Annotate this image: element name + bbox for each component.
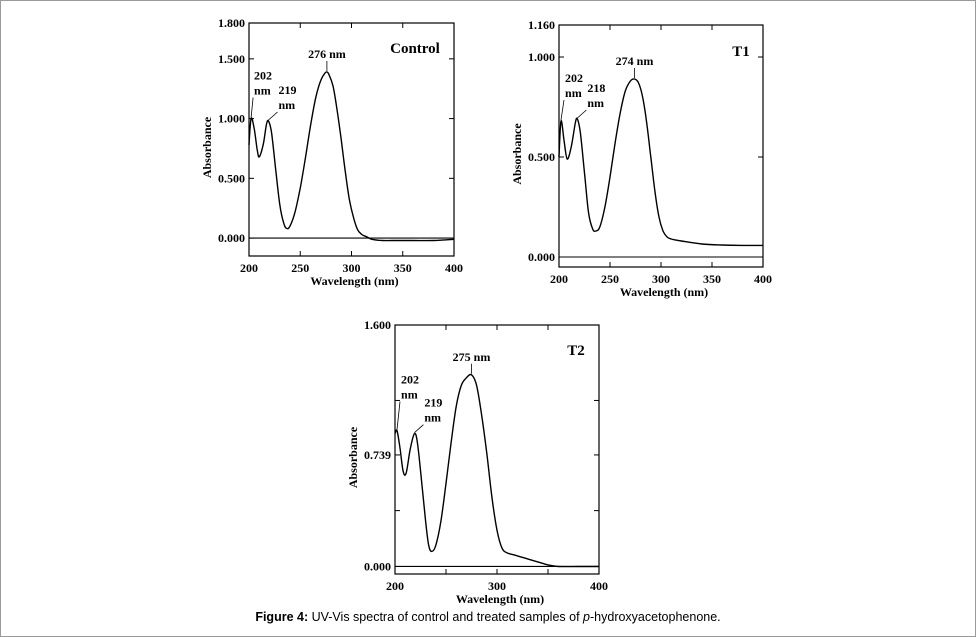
caption-text-after: -hydroxyacetophenone. xyxy=(590,610,721,624)
panel-3: 200 300 400 0.000 0.739 1.600 Wavelength (nm) A… xyxy=(346,318,608,606)
panel-1: 200 250 300 350 400 0.000 0.500 1.000 1.500 1.800… xyxy=(200,16,463,288)
panel-2-peak-leader xyxy=(560,99,565,121)
panel-1-x-tick-label: 250 xyxy=(291,261,309,275)
panel-1-peak-leader xyxy=(268,111,278,121)
panel-3-ticks xyxy=(394,324,600,574)
panel-2-peak-label: 218 xyxy=(587,81,605,95)
panel-3-peak-label: nm xyxy=(401,388,418,402)
panel-2-x-tick-label: 350 xyxy=(703,272,721,286)
panel-1-peak-label: 219 xyxy=(278,83,296,97)
panel-1-x-tick-label: 300 xyxy=(343,261,361,275)
caption-label: Figure 4: xyxy=(255,610,309,624)
panel-2-x-axis-title: Wavelength (nm) xyxy=(620,285,708,299)
panel-3-x-tick-label: 300 xyxy=(488,579,506,593)
panel-3-x-axis-title: Wavelength (nm) xyxy=(456,592,544,606)
panel-3-x-tick-label: 400 xyxy=(590,579,608,593)
panel-2-plot-frame xyxy=(558,24,764,268)
panel-1-ticks xyxy=(248,22,455,256)
panel-2-y-axis-title: Absorbance xyxy=(510,123,524,185)
panel-2-peak-label: nm xyxy=(565,86,582,100)
panel-3-y-tick-label: 0.000 xyxy=(364,559,391,573)
panel-1-peak-label: 202 xyxy=(254,69,272,83)
panel-3-y-tick-label: 0.739 xyxy=(364,448,391,462)
panel-1-y-tick-label: 1.500 xyxy=(218,52,245,66)
panel-2-x-tick-label: 200 xyxy=(550,272,568,286)
panel-1-peak-label: nm xyxy=(254,84,271,98)
panel-3-peak-label: 219 xyxy=(424,396,442,410)
panel-2-ticks xyxy=(558,24,764,267)
panel-1-peak-label: 276 nm xyxy=(308,47,346,61)
panel-2-x-tick-label: 400 xyxy=(754,272,772,286)
panel-3-peak-leader xyxy=(396,401,401,430)
panel-1-peak-leader xyxy=(250,97,254,118)
panel-3-x-tick-label: 200 xyxy=(386,579,404,593)
panel-2-y-tick-label: 1.160 xyxy=(528,18,555,32)
panel-2-title: T1 xyxy=(732,44,750,60)
panel-1-y-tick-label: 1.800 xyxy=(218,16,245,30)
panel-1-x-tick-label: 200 xyxy=(240,261,258,275)
panel-1-peak-label: nm xyxy=(278,98,295,112)
panel-2: 200 250 300 350 400 0.000 0.500 1.000 1.160 Wavel… xyxy=(510,18,772,299)
panel-3-title: T2 xyxy=(567,343,585,359)
panel-2-x-tick-label: 300 xyxy=(652,272,670,286)
panel-1-y-tick-label: 0.500 xyxy=(218,171,245,185)
panel-3-y-tick-label: 1.600 xyxy=(364,318,391,332)
panel-3-peak-label: 275 nm xyxy=(453,350,491,364)
panel-3-spectrum-line-1 xyxy=(394,373,599,568)
figure-caption: Figure 4: UV-Vis spectra of control and … xyxy=(1,610,975,624)
panel-3-peak-leader xyxy=(414,424,424,433)
panel-2-spectrum-line-1 xyxy=(558,78,764,247)
panel-1-x-tick-label: 400 xyxy=(445,261,463,275)
panel-3-y-axis-title: Absorbance xyxy=(346,426,360,488)
panel-2-y-tick-label: 0.000 xyxy=(528,250,555,264)
panel-1-y-axis-title: Absorbance xyxy=(200,116,214,178)
caption-text-before: UV-Vis spectra of control and treated sa… xyxy=(308,610,584,624)
panel-3-peak-label: nm xyxy=(424,411,441,425)
panel-1-x-tick-label: 350 xyxy=(394,261,412,275)
panel-2-peak-label: 274 nm xyxy=(616,54,654,68)
panel-3-peak-label: 202 xyxy=(401,373,419,387)
caption-italic: p xyxy=(583,610,590,624)
panel-2-peak-label: 202 xyxy=(565,71,583,85)
panel-2-peak-leader xyxy=(577,109,587,119)
panel-2-y-tick-label: 0.500 xyxy=(528,150,555,164)
panel-1-spectrum-line-1 xyxy=(248,71,455,242)
panel-1-y-tick-label: 1.000 xyxy=(218,112,245,126)
panel-2-x-tick-label: 250 xyxy=(601,272,619,286)
panel-1-y-tick-label: 0.000 xyxy=(218,231,245,245)
panel-1-x-axis-title: Wavelength (nm) xyxy=(310,274,398,288)
panel-2-y-tick-label: 1.000 xyxy=(528,50,555,64)
panel-3-plot-frame xyxy=(394,324,600,575)
panel-1-plot-frame xyxy=(248,22,455,257)
panel-1-title: Control xyxy=(390,41,440,57)
panel-2-peak-label: nm xyxy=(587,96,604,110)
